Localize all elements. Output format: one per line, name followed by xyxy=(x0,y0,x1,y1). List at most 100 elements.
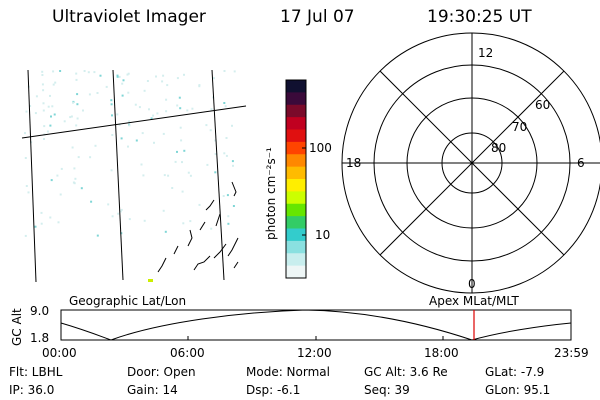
emission-dot xyxy=(110,99,113,102)
emission-dot xyxy=(165,98,168,101)
emission-dot xyxy=(47,105,50,108)
emission-dot xyxy=(146,80,149,82)
emission-dot xyxy=(134,103,137,106)
emission-dot xyxy=(118,123,121,126)
emission-dot xyxy=(121,82,124,85)
emission-dot xyxy=(50,115,52,118)
status-mode: Mode: Normal xyxy=(246,365,330,379)
emission-dot xyxy=(162,132,165,135)
emission-dot xyxy=(210,108,213,111)
coastline xyxy=(157,181,239,273)
emission-dot xyxy=(153,141,155,144)
emission-dot xyxy=(122,79,125,82)
mlt-label-6: 6 xyxy=(577,156,585,170)
instrument-title: Ultraviolet Imager xyxy=(52,7,206,27)
emission-dot xyxy=(176,150,178,153)
emission-dot xyxy=(227,215,230,218)
emission-dot xyxy=(155,75,157,78)
xtick-1800: 18:00 xyxy=(424,346,459,360)
latitude-line xyxy=(21,105,247,139)
emission-dot xyxy=(59,70,62,72)
emission-dot xyxy=(41,70,44,73)
emission-dot xyxy=(223,70,226,72)
date-label: 17 Jul 07 xyxy=(280,7,355,27)
emission-dot xyxy=(93,71,96,74)
emission-dot xyxy=(75,124,78,127)
emission-dot xyxy=(118,75,121,78)
emission-dot xyxy=(222,195,225,197)
mlt-label-0: 0 xyxy=(468,277,476,291)
emission-dot xyxy=(214,139,217,142)
xtick-0600: 06:00 xyxy=(170,346,205,360)
colorbar-swatch xyxy=(286,141,306,155)
colorbar-tick-label-10: 10 xyxy=(315,228,331,242)
longitude-line-2 xyxy=(112,69,124,281)
emission-dot xyxy=(34,225,37,228)
emission-dot xyxy=(49,94,51,97)
emission-dot xyxy=(182,222,185,225)
emission-dot xyxy=(120,137,123,140)
emission-dot xyxy=(72,181,75,184)
lat-label-60: 60 xyxy=(535,98,551,112)
emission-dot xyxy=(223,102,226,104)
emission-dot xyxy=(40,211,43,214)
emission-dot xyxy=(116,74,119,77)
emission-dot xyxy=(148,108,150,111)
uv-emission-dots xyxy=(24,70,236,237)
emission-dot xyxy=(107,203,110,206)
emission-dot xyxy=(209,129,212,132)
emission-dot xyxy=(69,116,72,119)
emission-dot xyxy=(96,92,99,94)
emission-dot xyxy=(88,93,91,96)
geo-grid-lines xyxy=(21,69,247,283)
emission-dot xyxy=(72,101,74,104)
emission-dot xyxy=(181,190,184,193)
emission-dot xyxy=(206,163,209,166)
emission-dot xyxy=(111,114,113,117)
geographic-panel xyxy=(21,69,247,283)
colorbar-swatch xyxy=(286,253,306,267)
emission-dot xyxy=(53,113,56,116)
emission-dot xyxy=(162,209,165,212)
emission-dot xyxy=(42,89,45,92)
emission-dot xyxy=(25,185,28,187)
emission-dot xyxy=(99,74,102,77)
emission-dot xyxy=(179,107,182,110)
emission-dot xyxy=(75,72,78,75)
lat-label-80: 80 xyxy=(491,141,507,155)
emission-dot xyxy=(34,112,37,115)
altitude-plot-frame xyxy=(60,309,572,341)
status-ip: IP: 36.0 xyxy=(9,383,55,397)
emission-dot xyxy=(143,89,146,92)
colorbar-swatch xyxy=(286,166,306,180)
emission-dot xyxy=(49,124,52,127)
status-glat: GLat: -7.9 xyxy=(485,365,545,379)
emission-dot xyxy=(94,144,97,147)
emission-dot xyxy=(198,203,201,206)
colorbar-swatch xyxy=(286,228,306,242)
xtick-1200: 12:00 xyxy=(297,346,332,360)
colorbar-unit-label: photon cm⁻²s⁻¹ xyxy=(264,147,278,240)
emission-dot xyxy=(143,219,146,222)
emission-dot xyxy=(54,81,57,84)
emission-dot xyxy=(176,77,179,80)
emission-dot xyxy=(231,160,234,163)
emission-dot xyxy=(166,84,169,87)
emission-dot xyxy=(183,73,185,76)
emission-dot xyxy=(183,149,186,152)
emission-dot xyxy=(128,124,131,127)
emission-dot xyxy=(126,73,129,76)
status-glon: GLon: 95.1 xyxy=(485,383,551,397)
emission-dot xyxy=(120,208,123,211)
emission-dot xyxy=(116,113,119,116)
xtick-2359: 23:59 xyxy=(554,346,589,360)
emission-dot xyxy=(50,179,53,182)
emission-dot xyxy=(180,139,183,142)
emission-dot xyxy=(82,109,84,112)
emission-dot xyxy=(189,174,192,177)
mlt-label-18: 18 xyxy=(346,156,362,170)
status-seq: Seq: 39 xyxy=(364,383,410,397)
emission-dot xyxy=(71,146,74,149)
emission-dot xyxy=(56,174,59,177)
emission-dot xyxy=(227,222,230,225)
